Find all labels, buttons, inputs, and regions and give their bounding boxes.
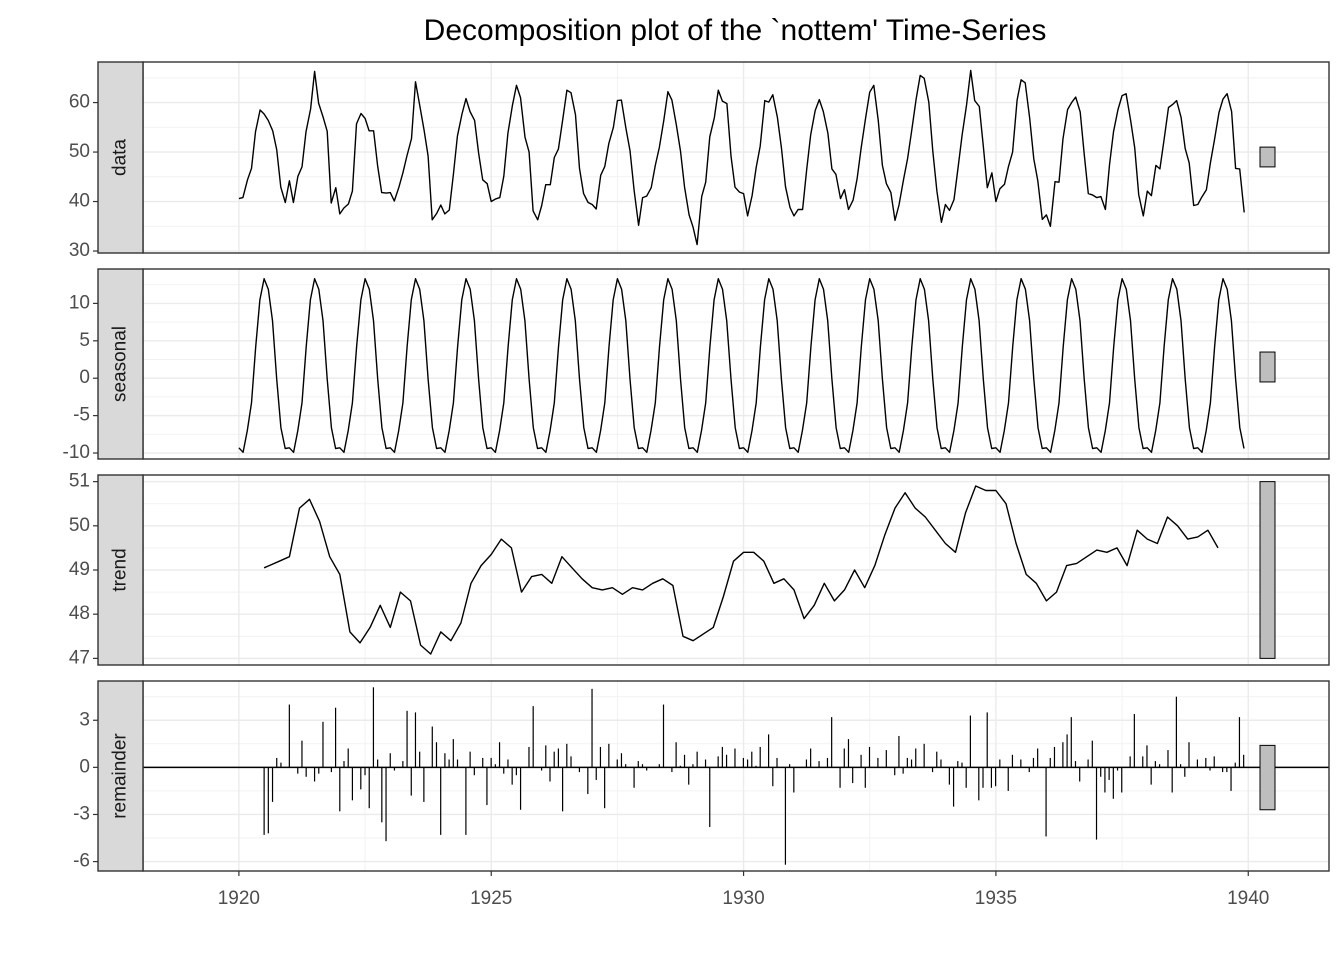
remainder-range-bar xyxy=(1259,744,1276,811)
strip-background xyxy=(97,268,144,460)
y-tick-label: 60 xyxy=(69,92,90,113)
y-tick-label: 0 xyxy=(79,756,90,777)
y-tick-label: -6 xyxy=(73,851,90,872)
data-range-bar xyxy=(1259,146,1276,168)
strip-background xyxy=(97,474,144,666)
x-tick-label: 1920 xyxy=(218,888,260,909)
y-tick-label: 49 xyxy=(69,559,90,580)
panel-data: data 30 40 50 60 xyxy=(69,61,1330,261)
y-tick-label: -3 xyxy=(73,803,90,824)
strip-label-data: data xyxy=(110,139,131,176)
panels: data30405060seasonal-10-50510trend474849… xyxy=(63,61,1330,872)
trend-series-line xyxy=(263,485,1219,655)
y-tick-label: -5 xyxy=(73,405,90,426)
panel-background xyxy=(143,269,1329,459)
y-tick-label: 50 xyxy=(69,515,90,536)
x-tick-label: 1940 xyxy=(1227,888,1269,909)
panel-background xyxy=(143,62,1329,253)
chart-title: Decomposition plot of the `nottem' Time-… xyxy=(424,14,1047,47)
panel-seasonal: seasonal -10 -5 0 5 10 xyxy=(63,268,1330,463)
y-tick-label: 5 xyxy=(79,330,90,351)
seasonal-series-line xyxy=(238,278,1245,453)
y-tick-label: 0 xyxy=(79,367,90,388)
strip-label-trend: trend xyxy=(110,548,131,591)
panel-remainder: remainder -6 -3 0 3 xyxy=(73,680,1330,872)
y-tick-label: 47 xyxy=(69,647,90,668)
strip-label-remainder: remainder xyxy=(110,733,131,819)
panel-trend: trend 47 48 49 50 51 xyxy=(69,471,1330,668)
y-tick-label: 51 xyxy=(69,471,90,492)
x-tick-label: 1930 xyxy=(722,888,764,909)
x-axis: 1920 1925 1930 1935 1940 xyxy=(218,871,1269,909)
strip-background xyxy=(97,61,144,254)
strip-label-seasonal: seasonal xyxy=(110,326,131,402)
y-tick-label: 30 xyxy=(69,240,90,261)
y-tick-label: -10 xyxy=(63,442,90,463)
strip-background xyxy=(97,680,144,872)
y-tick-label: 50 xyxy=(69,141,90,162)
x-tick-label: 1925 xyxy=(470,888,512,909)
y-tick-label: 40 xyxy=(69,191,90,212)
x-tick-label: 1935 xyxy=(975,888,1017,909)
y-tick-label: 48 xyxy=(69,603,90,624)
y-tick-label: 10 xyxy=(69,292,90,313)
panel-background xyxy=(143,681,1329,871)
seasonal-range-bar xyxy=(1259,351,1276,383)
y-tick-label: 3 xyxy=(79,709,90,730)
trend-range-bar xyxy=(1259,481,1276,659)
data-series-line xyxy=(238,69,1245,246)
